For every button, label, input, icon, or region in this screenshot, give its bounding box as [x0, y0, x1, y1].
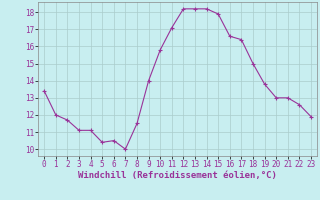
X-axis label: Windchill (Refroidissement éolien,°C): Windchill (Refroidissement éolien,°C): [78, 171, 277, 180]
